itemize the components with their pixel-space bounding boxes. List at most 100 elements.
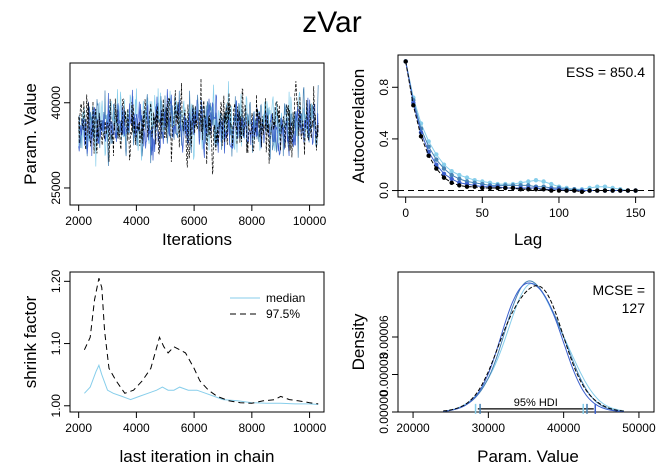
- shrink-x-label: last iteration in chain: [120, 447, 275, 466]
- acf-point: [564, 188, 569, 193]
- acf-point: [426, 149, 431, 155]
- trace-series-line: [78, 78, 319, 175]
- trace-x-tick-label: 6000: [181, 214, 208, 228]
- acf-series-group: [403, 59, 638, 195]
- acf-point: [556, 188, 562, 193]
- acf-point: [541, 179, 546, 184]
- shrink-legend: median 97.5%: [230, 291, 305, 321]
- acf-point: [457, 183, 462, 188]
- trace-x-tick-label: 4000: [123, 214, 150, 228]
- acf-series-line: [405, 61, 636, 191]
- acf-plot-frame: [397, 54, 655, 198]
- acf-point: [595, 188, 600, 193]
- acf-x-ticks: 0 50 100 150: [402, 197, 646, 220]
- mcse-annotation-line1: MCSE =: [592, 282, 645, 298]
- acf-point: [441, 162, 447, 167]
- acf-point: [549, 188, 554, 193]
- acf-point: [595, 184, 600, 189]
- shrink-y-tick-label: 1.20: [49, 269, 63, 293]
- trace-plot-frame: [69, 62, 325, 206]
- figure-title: zVar: [302, 6, 361, 39]
- acf-point: [449, 180, 454, 185]
- trace-y-label: Param. Value: [21, 83, 40, 185]
- acf-point: [503, 185, 508, 191]
- acf-point: [411, 103, 416, 108]
- acf-point: [434, 166, 439, 171]
- acf-point: [602, 184, 608, 189]
- acf-point: [418, 130, 424, 135]
- acf-y-label: Autocorrelation: [349, 69, 368, 183]
- shrink-x-tick-label: 4000: [123, 421, 150, 435]
- acf-point: [449, 176, 454, 182]
- density-y-tick-label: 0.00000: [377, 390, 391, 434]
- density-x-ticks: 20000 30000 40000 50000: [396, 412, 656, 435]
- acf-point: [472, 184, 477, 189]
- trace-x-label: Iterations: [162, 230, 232, 249]
- acf-point: [633, 188, 638, 193]
- trace-x-ticks: 2000 4000 6000 8000 10000: [65, 205, 327, 228]
- density-plot-frame: [397, 271, 655, 413]
- acf-point: [426, 153, 431, 158]
- shrink-y-label: shrink factor: [21, 295, 40, 388]
- acf-point: [510, 185, 516, 191]
- density-series-group: [443, 280, 624, 413]
- shrink-series-line: [84, 363, 319, 405]
- acf-point: [526, 179, 531, 184]
- density-y-tick-label: 0.00006: [377, 315, 391, 359]
- acf-point: [533, 187, 539, 192]
- acf-point: [434, 152, 439, 157]
- acf-point: [487, 185, 493, 191]
- trace-x-tick-label: 10000: [293, 214, 327, 228]
- autocorrelation-panel: 0 50 100 150 0.0 0.4 0.8 ESS = 850.4 Lag Auto…: [349, 54, 655, 249]
- shrink-plot-frame: [69, 271, 325, 413]
- acf-y-tick-label: 0.8: [377, 79, 391, 96]
- trace-panel: 2000 4000 6000 8000 10000 25000 40000 Iterati…: [21, 62, 327, 249]
- shrink-x-tick-label: 2000: [65, 421, 92, 435]
- acf-x-tick-label: 100: [549, 206, 569, 220]
- acf-point: [625, 188, 631, 193]
- acf-point: [587, 188, 592, 193]
- density-y-tick-label: 0.00003: [377, 352, 391, 396]
- trace-x-tick-label: 8000: [238, 214, 265, 228]
- trace-x-tick-label: 2000: [65, 214, 92, 228]
- trace-y-tick-label: 25000: [49, 171, 63, 205]
- acf-point: [495, 185, 500, 191]
- shrink-x-tick-label: 10000: [293, 421, 327, 435]
- density-x-tick-label: 30000: [472, 421, 506, 435]
- trace-y-ticks: 25000 40000: [49, 86, 70, 205]
- density-panel: 95% HDI 20000 30000 40000 50000 0.000000.00…: [349, 271, 656, 466]
- acf-x-tick-label: 150: [626, 206, 646, 220]
- mcse-annotation-line2: 127: [622, 300, 646, 316]
- acf-point: [610, 188, 615, 193]
- acf-point: [579, 189, 585, 195]
- acf-point: [464, 175, 470, 180]
- acf-y-tick-label: 0.0: [377, 182, 391, 199]
- acf-point: [418, 134, 424, 139]
- acf-point: [457, 172, 462, 178]
- acf-point: [403, 59, 408, 64]
- hdi-label: 95% HDI: [514, 397, 558, 409]
- shrink-factor-panel: 2000 4000 6000 8000 10000 1.00 1.10 1.20 media…: [21, 269, 327, 466]
- acf-series-line: [405, 61, 636, 191]
- density-series-line: [443, 285, 624, 412]
- shrink-y-tick-label: 1.00: [49, 394, 63, 418]
- acf-ess-annotation: ESS = 850.4: [566, 64, 645, 80]
- shrink-x-ticks: 2000 4000 6000 8000 10000: [65, 412, 327, 435]
- acf-point: [533, 178, 539, 183]
- acf-point: [441, 166, 447, 171]
- acf-point: [602, 188, 608, 193]
- acf-point: [434, 157, 439, 162]
- hdi-chain-markers: [474, 403, 597, 414]
- acf-y-tick-label: 0.4: [377, 130, 391, 147]
- density-series-line: [443, 282, 624, 412]
- acf-point: [549, 181, 554, 187]
- acf-series-line: [405, 61, 636, 191]
- shrink-x-tick-label: 8000: [238, 421, 265, 435]
- legend-975-label: 97.5%: [266, 307, 300, 321]
- density-x-tick-label: 50000: [622, 421, 656, 435]
- legend-median-label: median: [266, 291, 305, 305]
- acf-series-line: [405, 61, 636, 193]
- shrink-y-tick-label: 1.10: [49, 332, 63, 356]
- density-series-line: [443, 280, 624, 412]
